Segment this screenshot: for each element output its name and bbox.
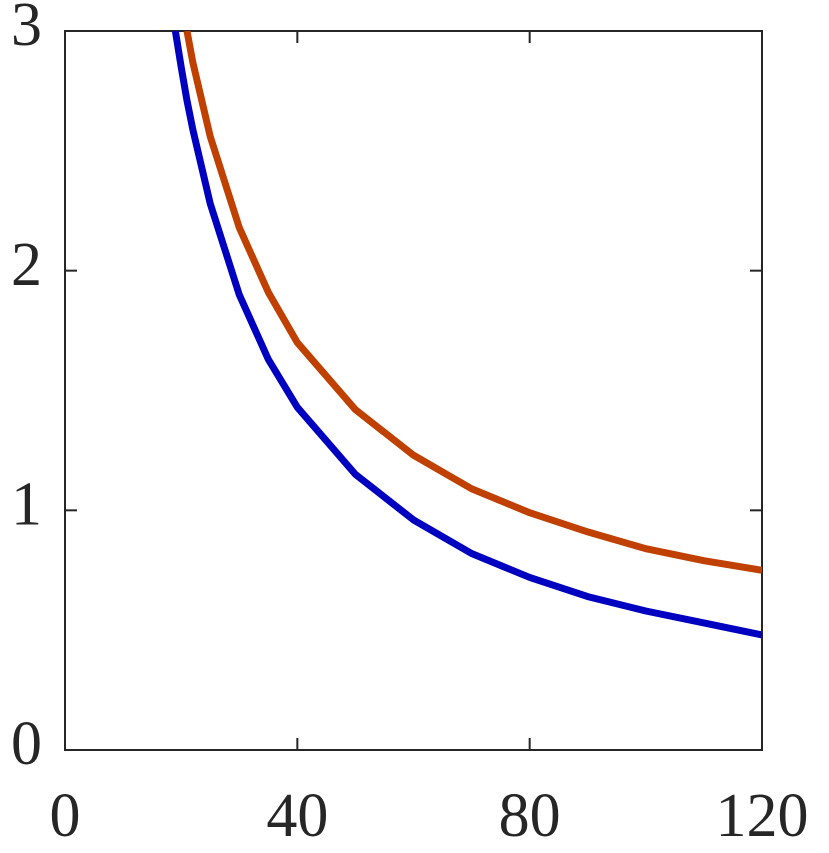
- plot-area: [171, 31, 762, 639]
- data-line: [183, 31, 762, 574]
- y-tick-label: 3: [11, 0, 42, 59]
- plot-frame: [64, 30, 763, 751]
- y-tick-label: 0: [11, 710, 42, 778]
- x-tick-label: 120: [716, 782, 809, 850]
- x-tick-label: 80: [499, 782, 561, 850]
- y-tick-label: 1: [11, 471, 42, 539]
- x-tick-label: 40: [266, 782, 328, 850]
- data-line: [171, 31, 762, 639]
- y-tick-label: 2: [11, 231, 42, 299]
- x-tick-label: 0: [50, 782, 81, 850]
